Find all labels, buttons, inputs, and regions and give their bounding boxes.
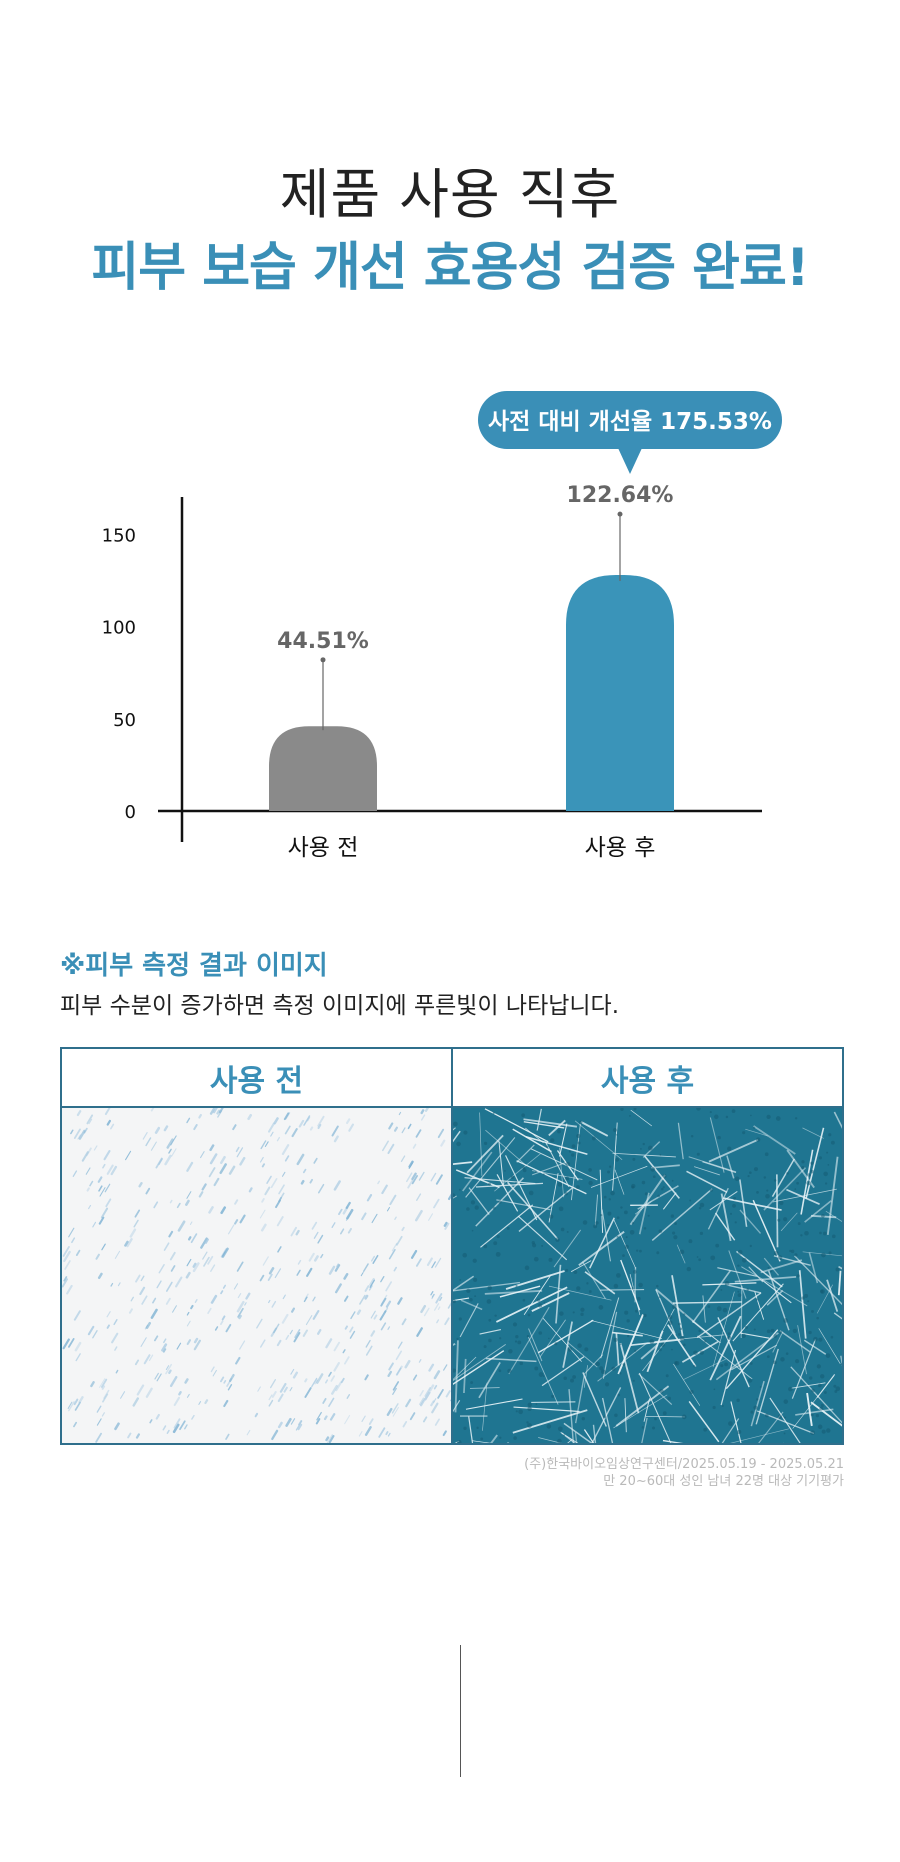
before-skin-texture — [62, 1108, 451, 1443]
section-description: 피부 수분이 증가하면 측정 이미지에 푸른빛이 나타납니다. — [60, 993, 620, 1019]
vertical-divider — [460, 1645, 461, 1777]
bar-value-label: 44.51% — [277, 629, 369, 654]
y-tick-label: 150 — [102, 525, 136, 546]
page-title-line1: 제품 사용 직후 — [279, 163, 621, 226]
y-tick-label: 100 — [102, 618, 136, 639]
before-label: 사용 전 — [62, 1049, 451, 1108]
y-tick-label: 50 — [113, 710, 136, 731]
after-label: 사용 후 — [453, 1049, 842, 1108]
bar-after — [566, 575, 674, 811]
footnote-line2: 만 20~60대 성인 남녀 22명 대상 기기평가 — [603, 1474, 844, 1489]
value-leader-dot — [320, 657, 326, 663]
x-category-label: 사용 전 — [288, 835, 359, 861]
after-skin-texture — [453, 1108, 842, 1443]
x-category-labels: 사용 전 사용 후 — [288, 835, 656, 861]
before-skin-image — [62, 1108, 451, 1443]
y-tick-label: 0 — [125, 802, 136, 823]
footnote-line1: (주)한국바이오임상연구센터/2025.05.19 - 2025.05.21 — [524, 1457, 844, 1472]
improvement-callout: 사전 대비 개선율 175.53% — [478, 391, 782, 474]
bar-chart: 사전 대비 개선율 175.53% 0 50 100 150 44.51% 122.64… — [102, 391, 782, 861]
x-category-label: 사용 후 — [585, 835, 656, 861]
section-title: ※피부 측정 결과 이미지 — [60, 951, 328, 981]
y-tick-labels: 0 50 100 150 — [102, 525, 136, 823]
after-skin-image — [453, 1108, 842, 1443]
before-column: 사용 전 — [62, 1049, 451, 1443]
measurement-comparison-table: 사용 전 사용 후 — [60, 1047, 844, 1445]
callout-pointer — [618, 448, 642, 474]
callout-text: 사전 대비 개선율 175.53% — [488, 409, 772, 435]
page-title-line2: 피부 보습 개선 효용성 검증 완료! — [91, 238, 809, 298]
callout-bubble — [478, 391, 782, 449]
source-footnote: (주)한국바이오임상연구센터/2025.05.19 - 2025.05.21 만… — [524, 1456, 844, 1490]
value-leader-dot — [617, 511, 623, 517]
bar-value-label: 122.64% — [567, 483, 674, 508]
after-column: 사용 후 — [451, 1049, 842, 1443]
chart-bars: 44.51% 122.64% — [269, 483, 674, 811]
bar-before — [269, 726, 377, 811]
